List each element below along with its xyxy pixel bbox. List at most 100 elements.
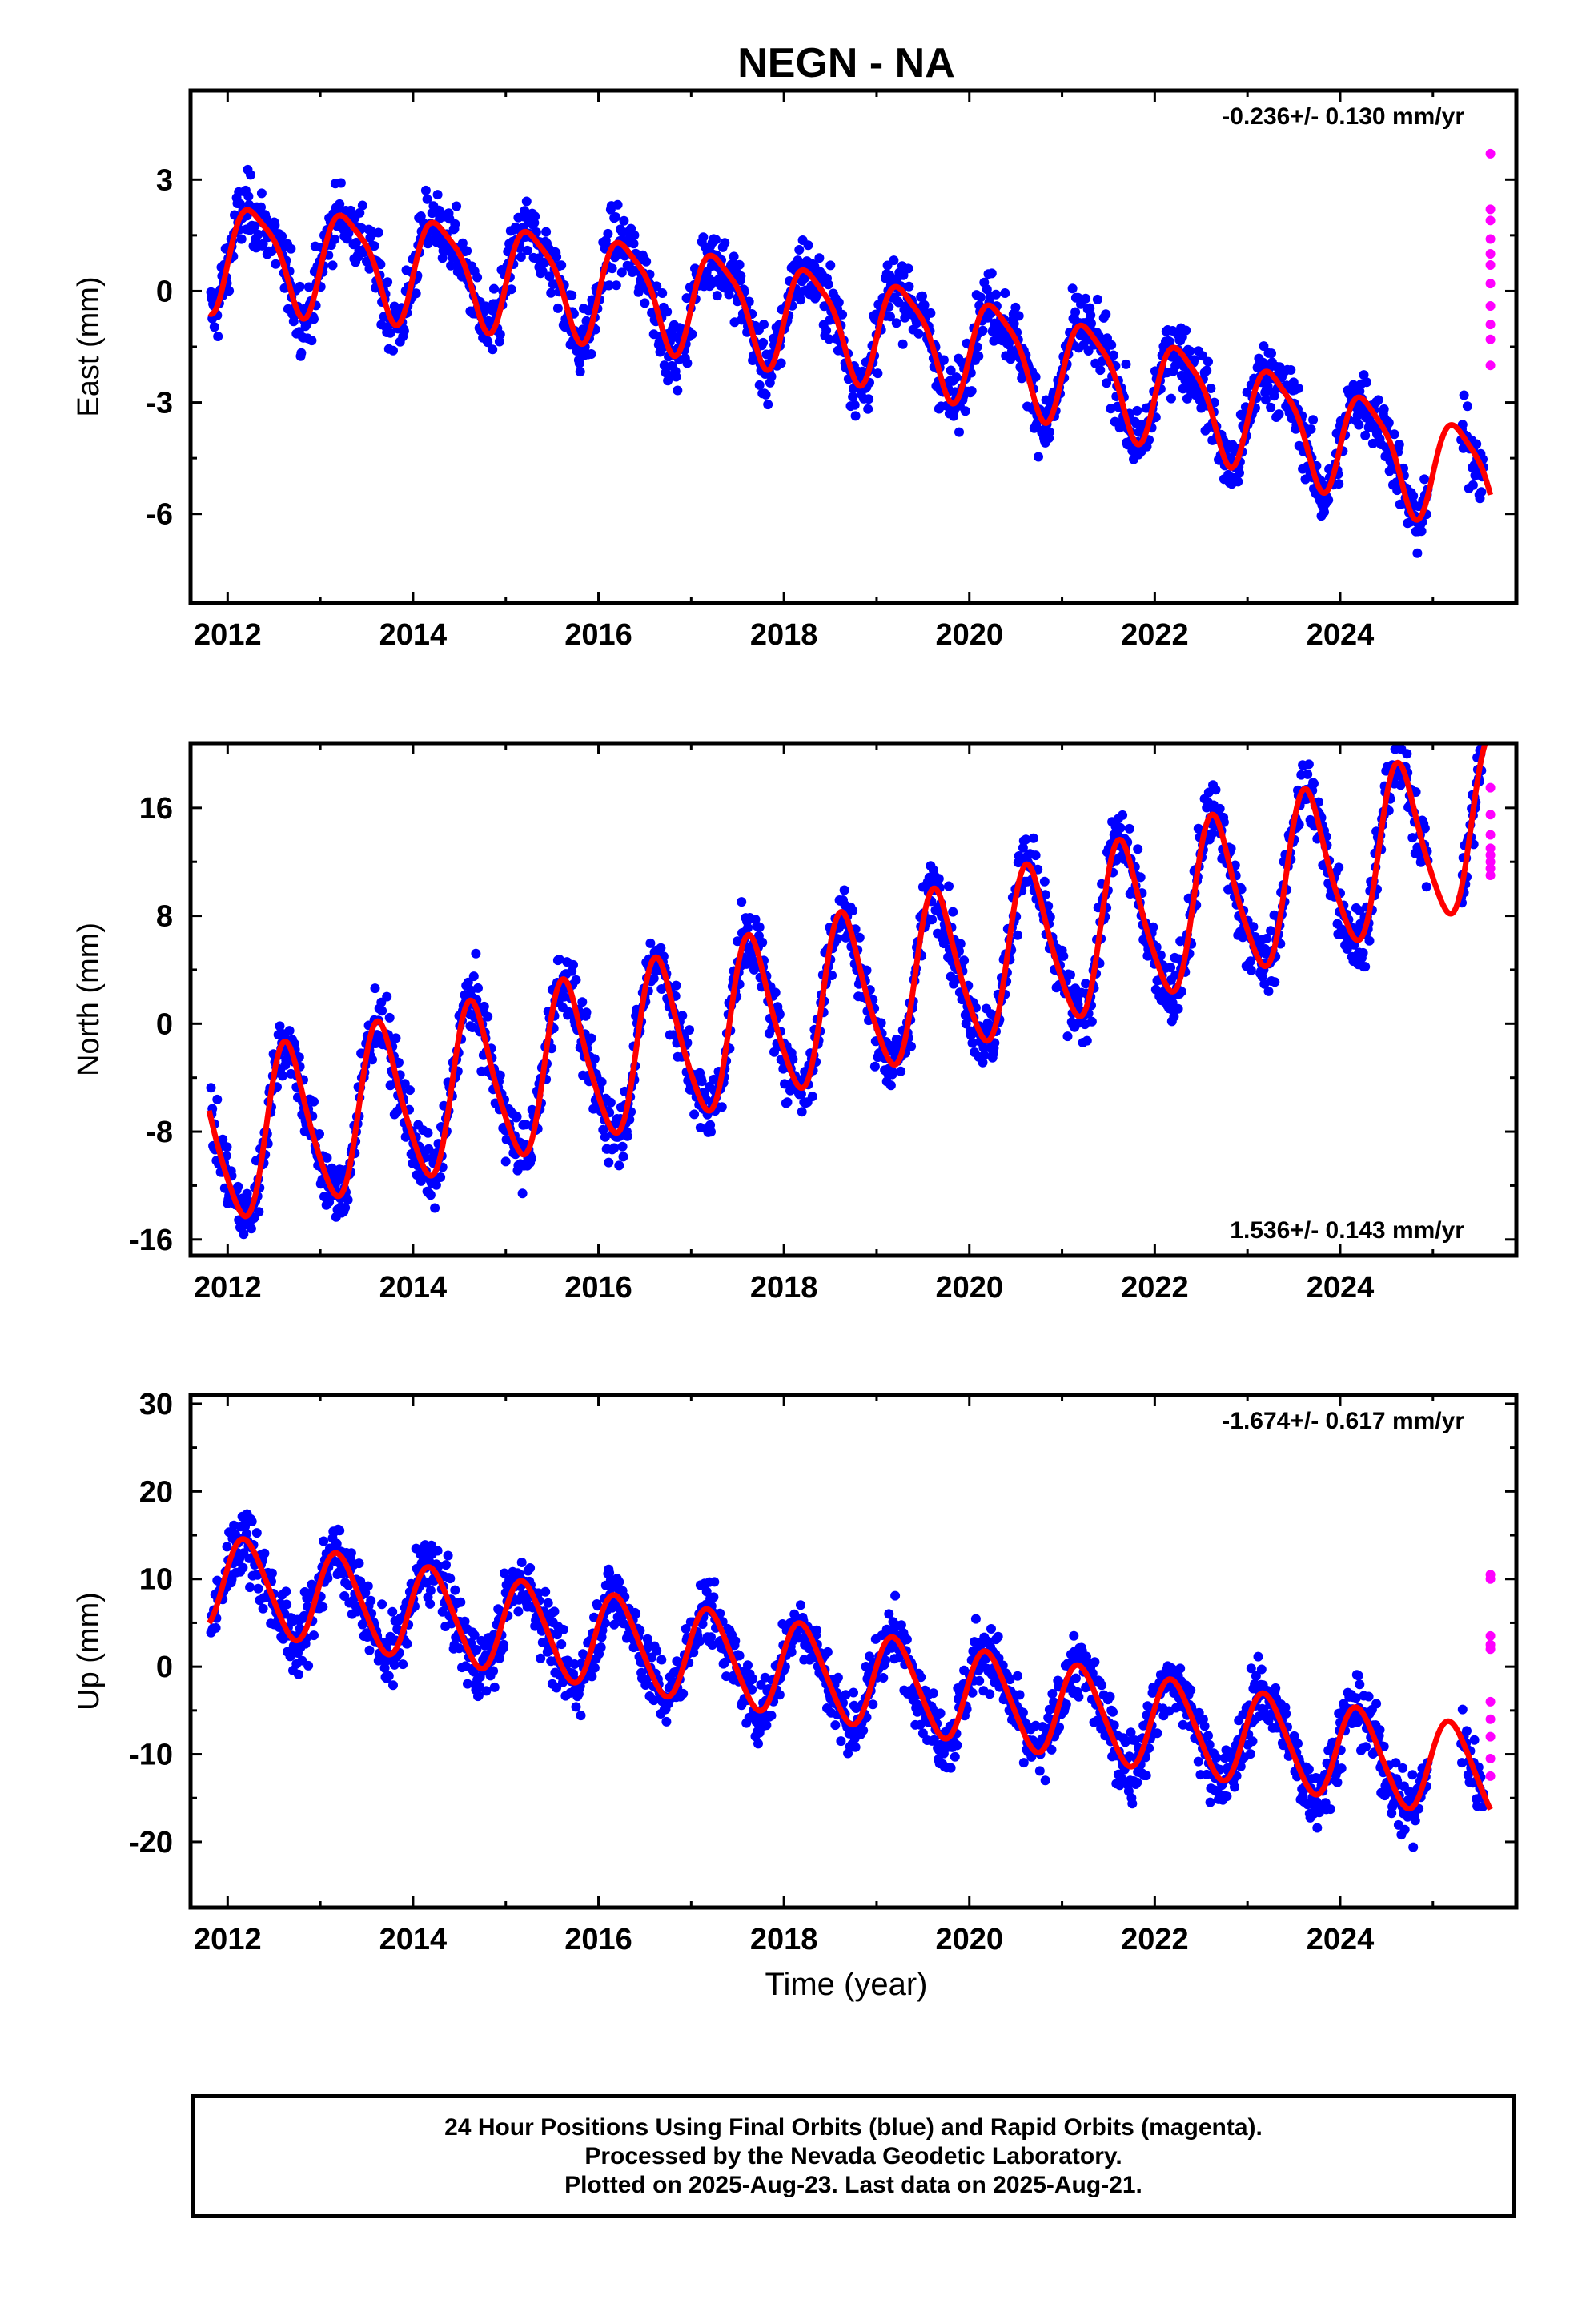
final-orbit-point bbox=[687, 329, 697, 340]
final-orbit-point bbox=[1207, 828, 1218, 838]
final-orbit-point bbox=[432, 190, 443, 200]
final-orbit-point bbox=[1121, 359, 1131, 369]
final-orbit-point bbox=[797, 1107, 807, 1117]
final-orbit-point bbox=[926, 308, 936, 318]
final-orbit-point bbox=[1303, 769, 1313, 779]
final-orbit-point bbox=[1364, 935, 1375, 946]
final-orbit-point bbox=[1391, 719, 1401, 729]
velocity-annotation: -0.236+/- 0.130 mm/yr bbox=[1222, 103, 1464, 130]
final-orbit-point bbox=[975, 292, 986, 303]
final-orbit-point bbox=[697, 1076, 707, 1087]
final-orbit-point bbox=[730, 1636, 741, 1647]
final-orbit-point bbox=[1248, 922, 1259, 932]
final-orbit-point bbox=[928, 1688, 938, 1699]
final-orbit-point bbox=[1014, 1690, 1025, 1700]
rapid-orbit-point bbox=[1485, 782, 1496, 793]
final-orbit-point bbox=[986, 1624, 996, 1634]
final-orbit-point bbox=[848, 906, 858, 916]
final-orbit-point bbox=[426, 1540, 436, 1550]
rapid-orbit-point bbox=[1485, 360, 1496, 371]
final-orbit-point bbox=[377, 1006, 387, 1016]
final-orbit-point bbox=[897, 339, 908, 349]
rapid-orbit-point bbox=[1485, 863, 1496, 874]
final-orbit-point bbox=[1018, 842, 1028, 853]
final-orbit-point bbox=[689, 1109, 700, 1120]
final-orbit-point bbox=[657, 288, 668, 298]
final-orbit-point bbox=[754, 922, 765, 932]
final-orbit-point bbox=[609, 1619, 620, 1630]
final-orbit-point bbox=[1360, 430, 1371, 440]
final-orbit-point bbox=[1293, 383, 1303, 393]
final-orbit-point bbox=[567, 290, 577, 300]
final-orbit-point bbox=[577, 997, 588, 1007]
final-orbit-point bbox=[1358, 947, 1368, 958]
rapid-orbit-point bbox=[1485, 334, 1496, 344]
final-orbit-point bbox=[500, 1156, 511, 1167]
final-orbit-point bbox=[1395, 726, 1405, 735]
final-orbit-point bbox=[614, 1160, 624, 1171]
final-orbit-point bbox=[224, 286, 235, 296]
final-orbit-point bbox=[571, 975, 581, 985]
final-orbit-point bbox=[1206, 384, 1216, 393]
final-orbit-point bbox=[891, 318, 901, 328]
final-orbit-point bbox=[985, 1689, 995, 1699]
final-orbit-point bbox=[1202, 365, 1212, 376]
final-orbit-point bbox=[780, 1079, 789, 1089]
final-orbit-point bbox=[807, 1092, 817, 1102]
final-orbit-point bbox=[450, 219, 460, 229]
x-tick-label: 2014 bbox=[379, 1271, 448, 1305]
final-orbit-point bbox=[541, 227, 552, 237]
final-orbit-point bbox=[452, 201, 462, 211]
final-orbit-point bbox=[286, 243, 296, 254]
final-orbit-point bbox=[622, 1131, 632, 1141]
final-orbit-point bbox=[489, 283, 499, 294]
final-orbit-point bbox=[1245, 956, 1255, 967]
final-orbit-point bbox=[422, 194, 432, 204]
final-orbit-point bbox=[656, 1655, 667, 1665]
final-orbit-point bbox=[605, 1097, 616, 1108]
final-orbit-point bbox=[472, 272, 483, 283]
final-orbit-point bbox=[959, 955, 970, 966]
final-orbit-point bbox=[640, 298, 650, 308]
y-tick-label: 0 bbox=[156, 1007, 173, 1041]
final-orbit-point bbox=[961, 1019, 971, 1029]
final-orbit-point bbox=[628, 239, 639, 249]
final-orbit-point bbox=[432, 1546, 443, 1556]
final-orbit-point bbox=[506, 284, 516, 295]
final-orbit-point bbox=[1383, 418, 1394, 428]
final-orbit-point bbox=[394, 1057, 404, 1068]
final-orbit-point bbox=[499, 1639, 509, 1650]
final-orbit-point bbox=[242, 1188, 252, 1199]
final-orbit-point bbox=[517, 1188, 528, 1199]
final-orbit-point bbox=[1009, 319, 1019, 329]
final-orbit-point bbox=[950, 1751, 960, 1762]
final-orbit-point bbox=[712, 291, 722, 301]
final-orbit-point bbox=[340, 1203, 351, 1213]
final-orbit-point bbox=[512, 1112, 522, 1122]
final-orbit-point bbox=[256, 202, 266, 212]
final-orbit-point bbox=[720, 238, 730, 248]
final-orbit-point bbox=[554, 955, 564, 964]
final-orbit-point bbox=[978, 1043, 989, 1053]
final-orbit-point bbox=[954, 427, 964, 437]
final-orbit-point bbox=[1379, 404, 1389, 414]
final-orbit-point bbox=[462, 246, 472, 256]
final-orbit-point bbox=[574, 358, 584, 368]
final-orbit-point bbox=[833, 297, 844, 308]
final-orbit-point bbox=[483, 1011, 493, 1022]
rapid-orbit-point bbox=[1485, 300, 1496, 311]
final-orbit-point bbox=[901, 1634, 912, 1645]
final-orbit-point bbox=[1360, 962, 1371, 972]
final-orbit-point bbox=[1030, 850, 1041, 861]
final-orbit-point bbox=[571, 1702, 581, 1712]
final-orbit-point bbox=[586, 349, 596, 359]
final-orbit-point bbox=[388, 345, 398, 356]
velocity-annotation: 1.536+/- 0.143 mm/yr bbox=[1230, 1217, 1464, 1244]
final-orbit-point bbox=[1086, 318, 1096, 328]
final-orbit-point bbox=[967, 1038, 978, 1048]
final-orbit-point bbox=[1354, 420, 1364, 430]
final-orbit-point bbox=[1412, 548, 1423, 558]
final-orbit-point bbox=[1269, 391, 1279, 401]
final-orbit-point bbox=[747, 1684, 757, 1695]
final-orbit-point bbox=[346, 1548, 356, 1558]
